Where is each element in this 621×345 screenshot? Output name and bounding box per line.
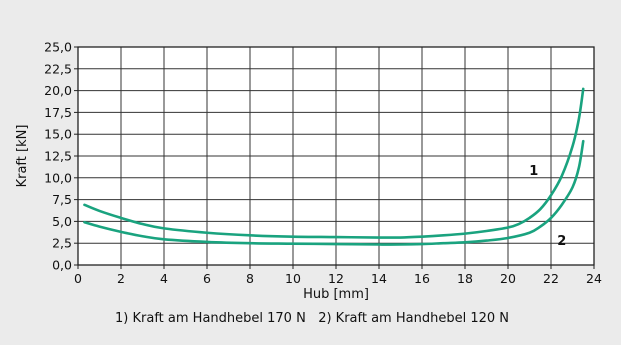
y-tick-label: 10,0 xyxy=(44,170,72,185)
x-tick-label: 22 xyxy=(543,271,559,286)
x-tick-label: 6 xyxy=(203,271,211,286)
legend-text: 1) Kraft am Handhebel 170 N 2) Kraft am … xyxy=(115,311,509,326)
x-tick-label: 14 xyxy=(371,271,387,286)
y-axis-title: Kraft [kN] xyxy=(15,125,30,188)
x-tick-label: 16 xyxy=(414,271,430,286)
x-tick-label: 20 xyxy=(500,271,516,286)
y-tick-label: 2,5 xyxy=(52,236,72,251)
x-tick-label: 8 xyxy=(246,271,254,286)
y-tick-label: 7,5 xyxy=(52,192,72,207)
series-labels: 12 xyxy=(529,164,566,249)
x-tick-label: 18 xyxy=(457,271,473,286)
y-tick-label: 25,0 xyxy=(44,40,72,55)
x-axis-title: Hub [mm] xyxy=(303,287,369,302)
series-line-2 xyxy=(83,139,585,246)
y-tick-label: 15,0 xyxy=(44,127,72,142)
x-tick-label: 0 xyxy=(74,271,82,286)
tick-labels: 0 2 4 6 8 10 12 14 16 18 20 22 240,02,55,07,510,012,… xyxy=(44,40,602,287)
x-tick-label: 24 xyxy=(586,271,602,286)
y-tick-label: 20,0 xyxy=(44,83,72,98)
series-lines xyxy=(83,87,585,246)
y-tick-label: 17,5 xyxy=(44,105,72,120)
x-tick-label: 12 xyxy=(328,271,344,286)
series-label-2: 2 xyxy=(557,234,566,249)
y-tick-label: 12,5 xyxy=(44,149,72,164)
plot-frame xyxy=(77,46,595,266)
y-tick-label: 22,5 xyxy=(44,61,72,76)
x-tick-label: 4 xyxy=(160,271,168,286)
series-line-1 xyxy=(83,87,585,239)
y-tick-label: 5,0 xyxy=(52,214,72,229)
series-label-1: 1 xyxy=(529,164,538,179)
y-tick-label: 0,0 xyxy=(52,258,72,273)
x-tick-label: 2 xyxy=(117,271,125,286)
x-tick-label: 10 xyxy=(285,271,301,286)
